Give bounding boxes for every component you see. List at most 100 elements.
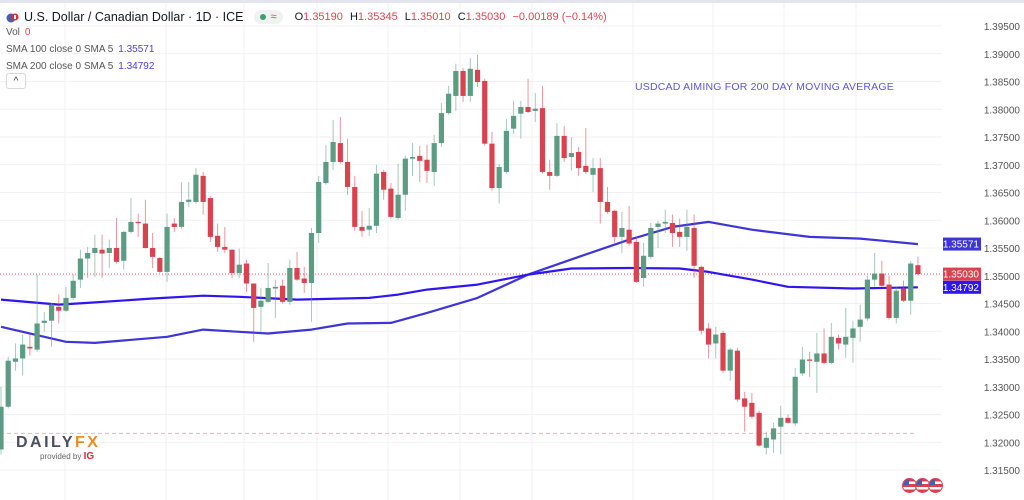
candle-up — [373, 164, 380, 234]
candle-body — [113, 248, 120, 262]
candle-body — [749, 402, 755, 417]
candle-body — [287, 267, 293, 302]
candle-down — [27, 334, 33, 356]
chart-annotation[interactable]: USDCAD AIMING FOR 200 DAY MOVING AVERAGE — [635, 81, 894, 93]
candle-body — [662, 221, 668, 224]
candle-body — [857, 319, 863, 327]
market-status[interactable]: ≈ — [253, 10, 283, 24]
symbol-title[interactable]: U.S. Dollar / Canadian Dollar · 1D · ICE — [24, 10, 244, 24]
candle-body — [85, 252, 91, 259]
vol-label: Vol — [6, 27, 20, 38]
candle-down — [626, 205, 632, 246]
candle-body — [135, 221, 141, 224]
candle-body — [63, 297, 69, 311]
candle-body — [915, 265, 921, 275]
candle-body — [121, 231, 127, 261]
candle-body — [215, 235, 221, 247]
candle-body — [178, 201, 185, 227]
candle-body — [92, 248, 98, 253]
candle-down — [749, 392, 755, 419]
candle-body — [532, 108, 538, 111]
candle-body — [597, 168, 603, 202]
candle-body — [828, 336, 834, 363]
candle-up — [121, 230, 127, 270]
candle-body — [460, 70, 466, 96]
candle-body — [583, 165, 589, 172]
candle-down — [301, 266, 307, 293]
y-tick-label: 1.39500 — [984, 22, 1021, 33]
candle-down — [785, 414, 791, 424]
candle-body — [655, 223, 661, 227]
candle-down — [547, 159, 553, 190]
sma100-label: SMA 100 close 0 SMA 5 — [6, 44, 114, 55]
candle-body — [171, 223, 177, 227]
logo-provided-by: provided by — [40, 452, 82, 461]
y-tick-label: 1.38000 — [984, 105, 1021, 116]
candle-body — [821, 353, 827, 363]
candle-down — [576, 146, 582, 176]
candle-up — [12, 343, 19, 371]
candle-body — [48, 304, 55, 321]
us-flag-icon[interactable] — [928, 478, 943, 493]
candle-body — [150, 248, 156, 257]
candle-down — [489, 132, 495, 191]
candle-body — [77, 258, 84, 280]
candle-body — [402, 158, 408, 195]
candle-up — [272, 279, 278, 318]
candle-body — [742, 398, 748, 407]
candle-down — [482, 78, 488, 146]
y-tick-label: 1.37500 — [984, 133, 1021, 144]
candle-down — [677, 218, 683, 247]
candle-up — [778, 405, 784, 455]
sma100-legend[interactable]: SMA 100 close 0 SMA 5 1.35571 — [6, 44, 154, 55]
y-tick-label: 1.38500 — [984, 78, 1021, 89]
candle-down — [612, 209, 618, 244]
candle-down — [886, 275, 892, 320]
candle-down — [171, 218, 177, 232]
chevron-up-icon: ^ — [13, 76, 19, 87]
collapse-legend-button[interactable]: ^ — [6, 73, 26, 89]
high-value: 1.35345 — [357, 11, 398, 23]
candle-body — [713, 334, 719, 344]
candle-down — [243, 259, 250, 292]
candle-body — [142, 223, 148, 248]
candle-up — [850, 320, 856, 363]
candle-down — [705, 322, 712, 359]
candle-body — [301, 278, 307, 283]
dailyfx-logo: DAILYFX provided by IG — [16, 434, 100, 462]
y-tick-label: 1.36000 — [984, 216, 1021, 227]
candle-up — [308, 228, 315, 322]
sma200-legend[interactable]: SMA 200 close 0 SMA 5 1.34792 — [6, 61, 154, 72]
candle-down — [698, 265, 704, 335]
candle-body — [0, 406, 4, 450]
candle-body — [691, 228, 697, 266]
top-border — [0, 0, 1024, 3]
candle-up — [662, 209, 668, 234]
vol-value: 0 — [24, 27, 31, 38]
candle-down — [388, 183, 394, 219]
economic-events[interactable] — [902, 478, 943, 493]
candle-down — [417, 145, 423, 182]
candle-up — [316, 175, 322, 244]
candle-down — [691, 214, 697, 278]
candle-up — [330, 119, 336, 170]
candle-body — [193, 174, 199, 202]
candle-up — [843, 307, 849, 358]
sma100-price-tag-bg — [943, 237, 981, 251]
candle-up — [763, 431, 769, 455]
volume-legend[interactable]: Vol 0 — [6, 27, 30, 38]
candle-down — [294, 251, 300, 281]
candle-body — [186, 199, 192, 202]
candle-down — [720, 330, 726, 373]
candle-body — [734, 350, 741, 400]
last-price-tag: 1.35030 — [943, 270, 980, 281]
candle-body — [417, 155, 423, 161]
candle-body — [236, 264, 242, 273]
candle-down — [200, 171, 206, 215]
candle-body — [12, 358, 19, 362]
candle-body — [568, 153, 574, 157]
candle-body — [200, 175, 206, 202]
candle-down — [279, 279, 286, 304]
candle-body — [864, 279, 870, 319]
